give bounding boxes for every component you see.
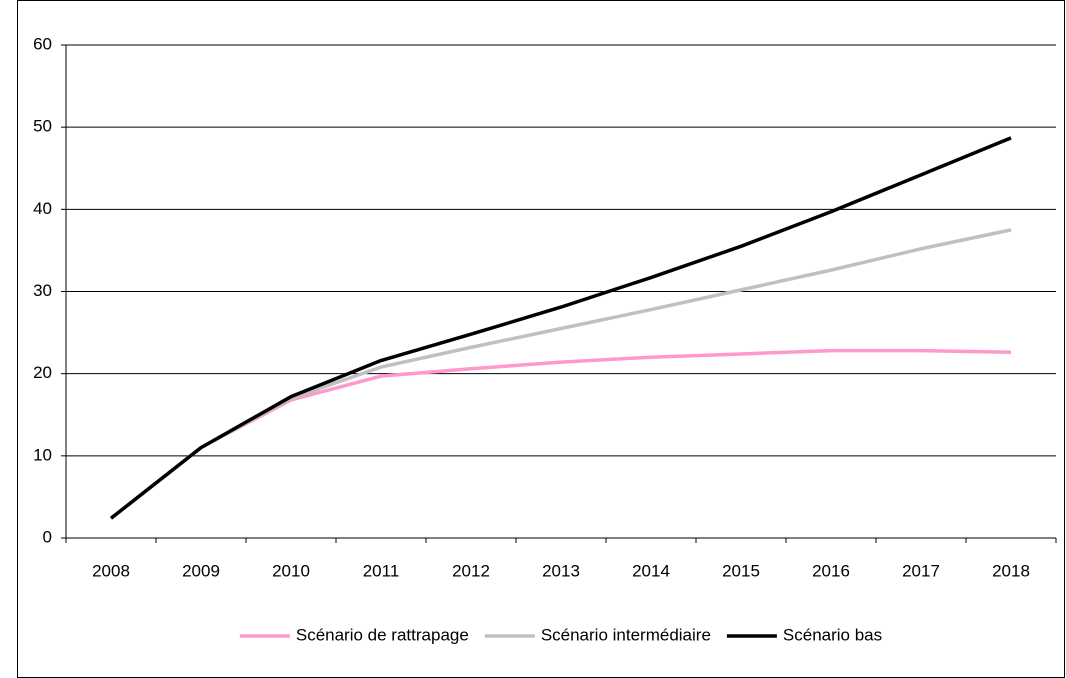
x-tick-label: 2015 <box>722 561 760 580</box>
y-tick-label: 40 <box>33 199 52 218</box>
x-tick-label: 2012 <box>452 561 490 580</box>
legend-label: Scénario bas <box>783 625 882 644</box>
chart-frame <box>17 0 1065 678</box>
x-tick-label: 2014 <box>632 561 670 580</box>
series-line <box>109 136 1012 520</box>
x-tick-label: 2016 <box>812 561 850 580</box>
y-tick-label: 10 <box>33 445 52 464</box>
legend-label: Scénario de rattrapage <box>296 625 469 644</box>
x-tick-label: 2011 <box>363 561 400 580</box>
y-tick-label: 20 <box>33 363 52 382</box>
y-tick-label: 50 <box>33 117 52 136</box>
y-tick-label: 30 <box>33 281 52 300</box>
x-tick-label: 2008 <box>92 561 130 580</box>
y-tick-label: 0 <box>43 527 52 546</box>
x-tick-label: 2013 <box>542 561 580 580</box>
x-tick-label: 2010 <box>272 561 310 580</box>
x-tick-label: 2009 <box>182 561 220 580</box>
legend-label: Scénario intermédiaire <box>541 625 711 644</box>
x-tick-label: 2018 <box>992 561 1030 580</box>
y-tick-label: 60 <box>33 34 52 53</box>
x-tick-label: 2017 <box>902 561 940 580</box>
